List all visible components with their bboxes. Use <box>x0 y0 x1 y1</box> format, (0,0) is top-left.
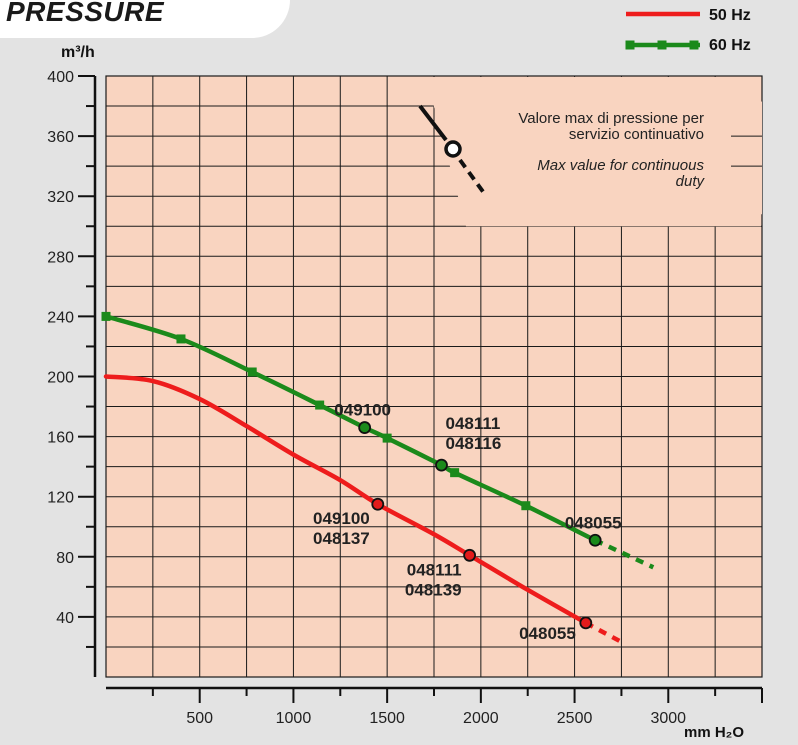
x-tick-label: 500 <box>186 710 213 727</box>
x-tick-label: 2500 <box>557 710 593 727</box>
operating-point <box>588 533 602 547</box>
series-marker-60hz <box>101 311 111 321</box>
series-marker-60hz <box>315 400 325 410</box>
y-axis-unit: m³/h <box>61 44 95 61</box>
operating-point-label: 048111 048139 <box>405 560 462 599</box>
annotation-symbol-line <box>418 104 448 142</box>
annotation-text-en: Max value for continuous <box>537 157 704 174</box>
y-tick-label: 400 <box>47 69 74 86</box>
y-tick-label: 120 <box>47 490 74 507</box>
annotation-bg <box>476 101 762 215</box>
operating-point <box>371 497 385 511</box>
annotation-text-it: Valore max di pressione per <box>518 110 704 127</box>
operating-point <box>358 421 372 434</box>
series-marker-60hz <box>521 501 531 511</box>
x-axis-unit: mm H₂O <box>684 724 745 741</box>
series-line-60hz <box>103 314 598 543</box>
operating-point <box>463 548 477 562</box>
x-tick-label: 2000 <box>463 710 499 727</box>
series-dash-60hz <box>594 538 655 570</box>
legend-label-60hz: 60 Hz <box>709 37 751 54</box>
x-tick-label: 3000 <box>650 710 686 727</box>
y-tick-label: 80 <box>56 550 74 567</box>
legend-marker-60hz <box>689 40 699 50</box>
annotation-text-en: duty <box>676 173 706 190</box>
series-marker-60hz <box>176 334 186 344</box>
operating-point-label: 048111 048116 <box>445 414 501 453</box>
operating-point-label: 049100 <box>334 401 391 420</box>
title-tab <box>0 0 290 38</box>
y-tick-label: 200 <box>47 370 74 387</box>
operating-point-label: 048055 <box>519 624 576 643</box>
operating-point <box>579 616 593 630</box>
operating-point <box>435 458 448 472</box>
annotation-symbol-marker <box>444 140 462 158</box>
x-tick-label: 1500 <box>369 710 405 727</box>
series-marker-60hz <box>247 367 257 377</box>
annotation-text-it: servizio continuativo <box>569 126 704 143</box>
y-tick-label: 280 <box>47 249 74 266</box>
y-tick-label: 40 <box>56 610 74 627</box>
legend-marker-60hz <box>657 40 667 50</box>
series-line-50hz <box>103 374 589 626</box>
y-tick-label: 360 <box>47 129 74 146</box>
series-marker-60hz <box>382 433 392 443</box>
x-tick-label: 1000 <box>276 710 312 727</box>
annotation-symbol-dash <box>458 158 486 195</box>
legend-label-50hz: 50 Hz <box>709 7 751 24</box>
y-tick-label: 160 <box>47 430 74 447</box>
chart-title: PRESSURE <box>6 0 165 27</box>
y-tick-label: 320 <box>47 189 74 206</box>
operating-point-label: 048055 <box>565 513 622 532</box>
series-marker-60hz <box>450 468 460 478</box>
y-tick-label: 240 <box>47 309 74 326</box>
legend-marker-60hz <box>625 40 635 50</box>
operating-point-label: 049100 048137 <box>313 509 370 548</box>
